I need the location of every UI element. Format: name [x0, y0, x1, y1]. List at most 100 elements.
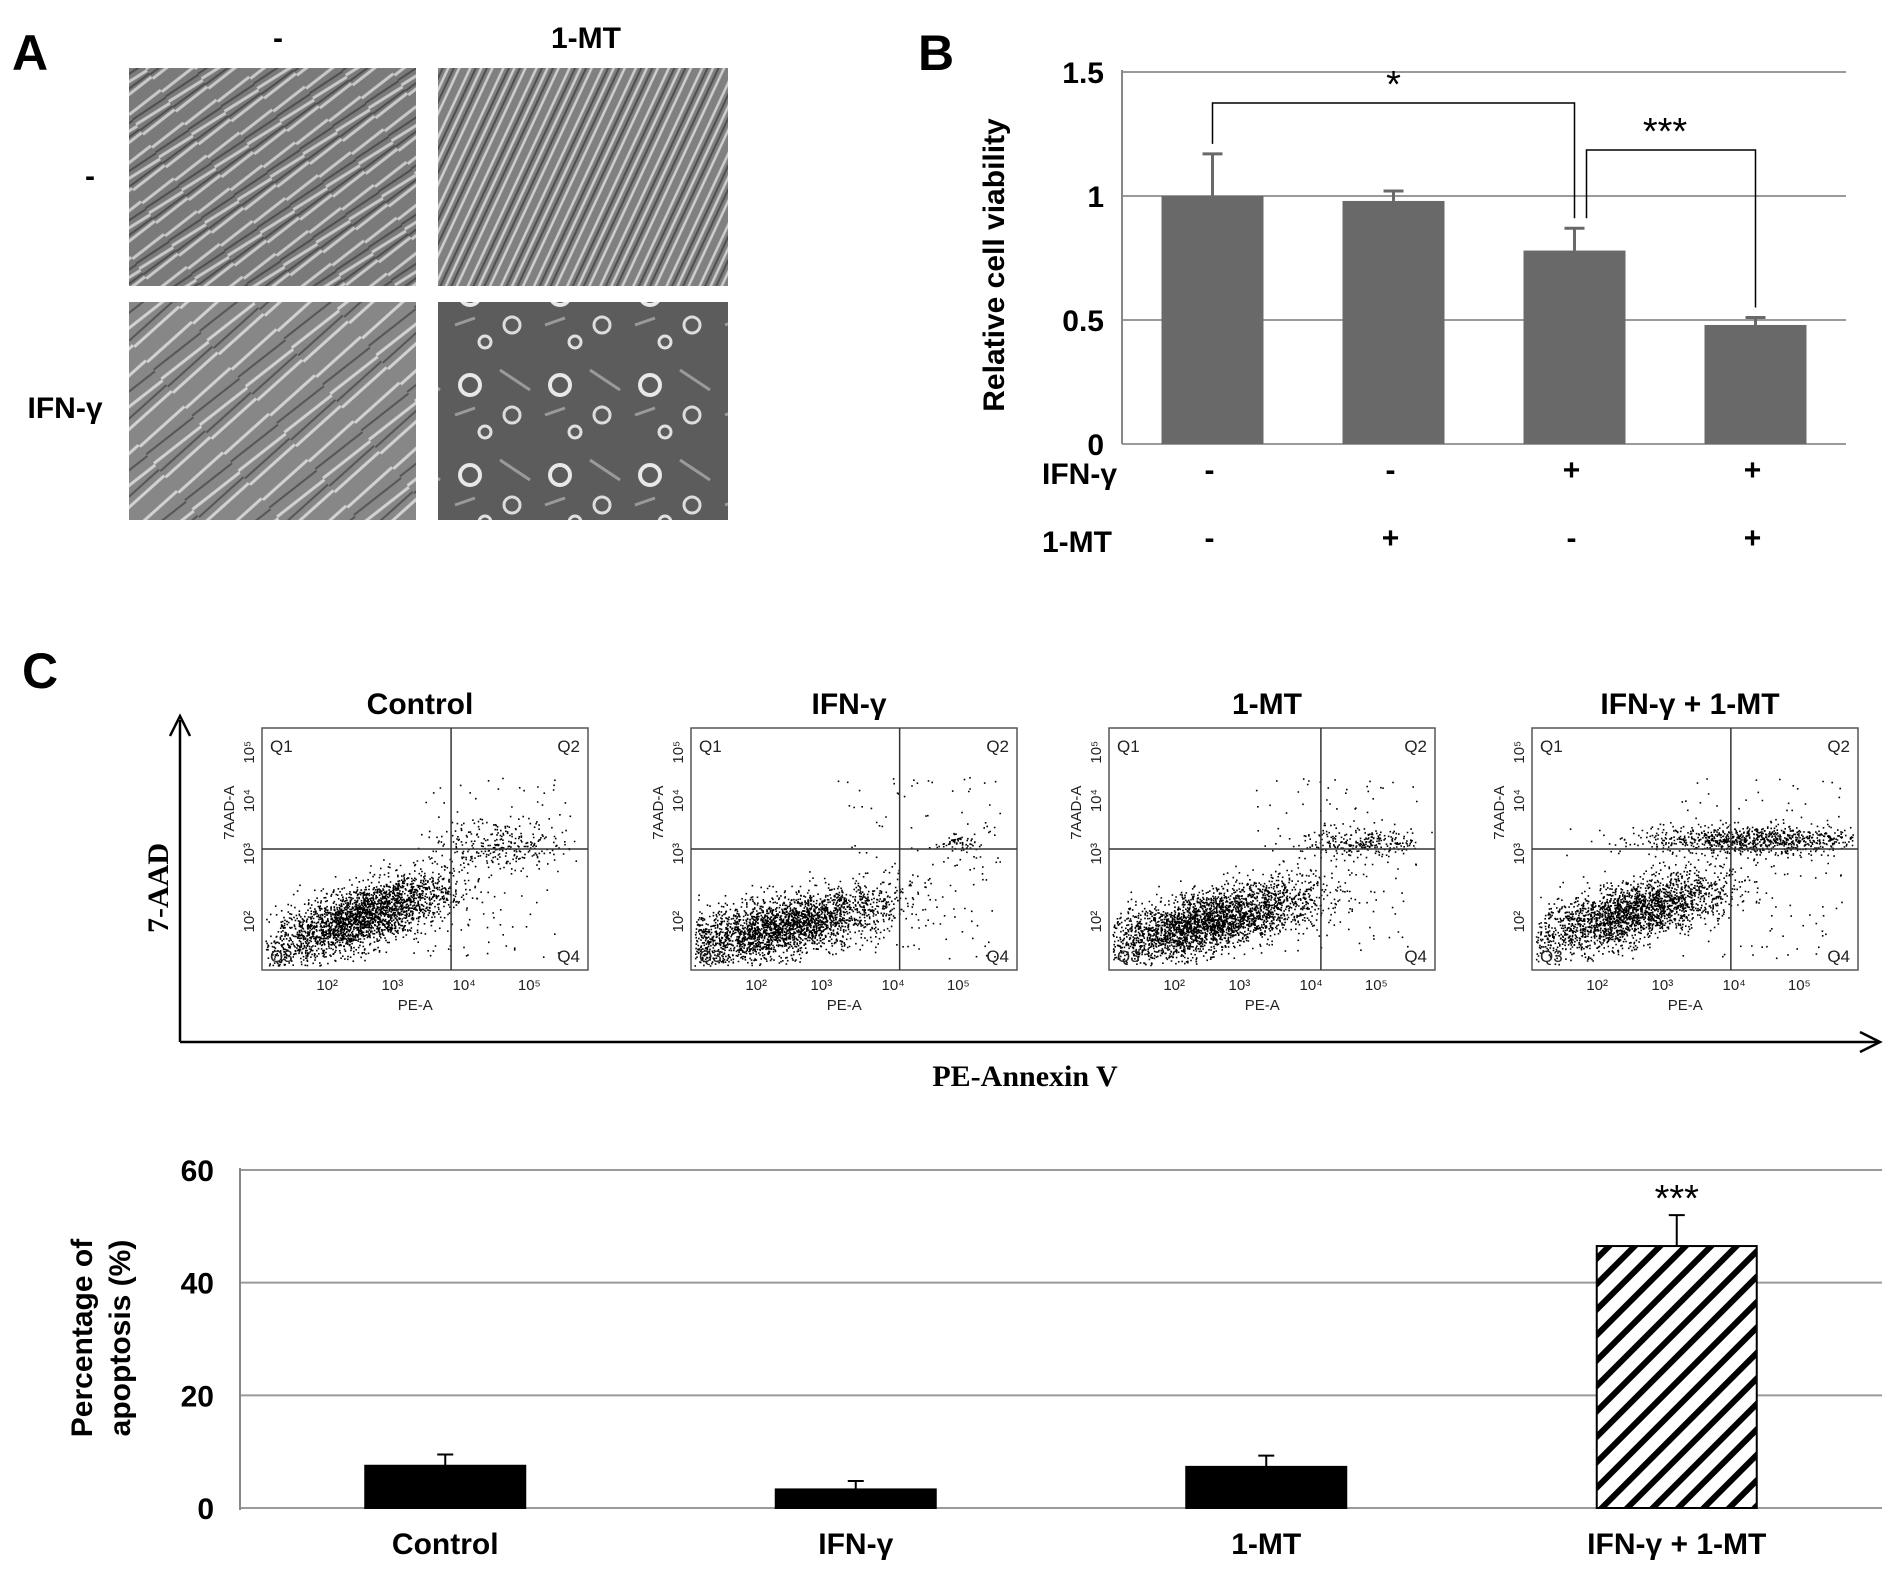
y-tick-label: 40: [181, 1268, 214, 1301]
flow-y-tick: 10²: [241, 911, 258, 933]
flow-inner-y-label: 7AAD-A: [650, 786, 667, 840]
flow-x-tick: 10⁴: [1300, 977, 1323, 994]
flow-y-axis-label: 7-AAD: [142, 843, 175, 933]
flow-x-axis-label: PE-Annexin V: [932, 1060, 1118, 1093]
flow-events: [1535, 778, 1854, 966]
flow-plot: IFN-γ + 1-MT Q1 Q2 Q3 Q4 10² 10³ 10⁴ 10⁵ PE-A 10² 1…: [1491, 688, 1859, 1014]
flow-y-tick: 10⁵: [241, 741, 258, 764]
significance-bracket: [1211, 102, 1576, 219]
flow-y-tick: 10³: [1088, 843, 1105, 865]
flow-inner-y-label: 7AAD-A: [1491, 786, 1508, 840]
flow-plot: 1-MT Q1 Q2 Q3 Q4 10² 10³ 10⁴ 10⁵ PE-A 10² 10³ 10⁴ 10⁵…: [1068, 688, 1436, 1014]
flow-x-tick: 10⁴: [453, 977, 476, 994]
viability-bar: [1523, 250, 1626, 444]
y-tick-label: 60: [181, 1155, 214, 1188]
flow-x-tick: 10⁵: [518, 977, 541, 994]
flow-y-tick: 10⁴: [1511, 789, 1528, 812]
x-tick-label: IFN-γ + 1-MT: [1587, 1528, 1766, 1561]
flow-x-tick: 10⁵: [947, 977, 970, 994]
quadrant-label: Q4: [557, 947, 580, 966]
panel-label-a: A: [12, 25, 48, 81]
flow-y-tick: 10³: [1511, 843, 1528, 865]
row-header-ifng: IFN-γ: [28, 392, 103, 425]
treatment-level: -: [1205, 522, 1215, 555]
quadrant-label: Q2: [557, 737, 580, 756]
quadrant-label: Q4: [1404, 947, 1427, 966]
quadrant-label: Q1: [1540, 737, 1563, 756]
micrograph-ifng-1mt: [438, 302, 728, 520]
apoptosis-y-label-line1: Percentage of: [66, 1238, 99, 1437]
flow-plot: IFN-γ Q1 Q2 Q3 Q4 10² 10³ 10⁴ 10⁵ PE-A 10² 10³ 10⁴ 10…: [650, 688, 1018, 1014]
significance-label: ***: [1643, 111, 1688, 153]
flow-x-tick: 10²: [316, 977, 338, 994]
flow-y-tick: 10²: [1088, 911, 1105, 933]
quadrant-label: Q1: [1117, 737, 1140, 756]
flow-events: [694, 777, 1001, 967]
treatment-level: +: [1382, 522, 1400, 555]
quadrant-label: Q2: [1827, 737, 1850, 756]
panel-b-bars: [1161, 152, 1807, 444]
flow-x-tick: 10²: [1586, 977, 1608, 994]
x-tick-label: 1-MT: [1231, 1528, 1301, 1561]
apoptosis-y-label-line2: apoptosis (%): [104, 1240, 137, 1437]
row-header-untreated: -: [85, 160, 95, 193]
flow-inner-x-label: PE-A: [827, 997, 862, 1014]
y-tick-label: 0: [1087, 429, 1104, 462]
micrograph-1mt: [438, 68, 728, 286]
quadrant-label: Q2: [986, 737, 1009, 756]
flow-x-tick: 10⁵: [1365, 977, 1388, 994]
panel-b-treatment-table: IFN-γ - - + +1-MT - + - +: [1042, 454, 1761, 559]
treatment-level: -: [1386, 454, 1396, 487]
treatment-level: -: [1567, 522, 1577, 555]
flow-x-tick: 10²: [1163, 977, 1185, 994]
flow-y-tick: 10⁵: [1511, 741, 1528, 764]
y-tick-label: 20: [181, 1380, 214, 1413]
flow-plot: Control Q1 Q2 Q3 Q4 10² 10³ 10⁴ 10⁵ PE-A 10² 10³ 10⁴…: [221, 688, 589, 1014]
flow-y-tick: 10³: [670, 843, 687, 865]
flow-inner-x-label: PE-A: [1245, 997, 1280, 1014]
panel-b: B Relative cell viability 00.511.5 **** …: [918, 25, 1846, 559]
flow-y-tick: 10²: [1511, 911, 1528, 933]
y-tick-label: 0.5: [1062, 305, 1104, 338]
treatment-level: +: [1744, 454, 1762, 487]
y-tick-label: 1: [1087, 181, 1104, 214]
flow-inner-y-label: 7AAD-A: [221, 786, 238, 840]
quadrant-label: Q3: [270, 947, 293, 966]
apoptosis-bar: [774, 1488, 937, 1510]
flow-events: [1112, 778, 1433, 967]
y-tick-label: 0: [197, 1493, 214, 1526]
treatment-name: 1-MT: [1042, 526, 1112, 559]
flow-plot-title: 1-MT: [1232, 688, 1302, 721]
flow-x-tick: 10²: [745, 977, 767, 994]
quadrant-label: Q3: [1540, 947, 1563, 966]
flow-x-tick: 10³: [1229, 977, 1251, 994]
quadrant-label: Q3: [699, 947, 722, 966]
flow-inner-y-label: 7AAD-A: [1068, 786, 1085, 840]
treatment-level: +: [1563, 454, 1581, 487]
viability-bar: [1161, 196, 1264, 444]
flow-x-tick: 10⁴: [882, 977, 905, 994]
significance-bracket: [1585, 149, 1757, 308]
treatment-level: +: [1744, 522, 1762, 555]
panel-b-significance: ****: [1211, 64, 1757, 308]
apoptosis-y-ticks: 0 20 40 60: [181, 1155, 214, 1526]
quadrant-label: Q3: [1117, 947, 1140, 966]
flow-x-tick: 10⁵: [1788, 977, 1811, 994]
apoptosis-bar: [1595, 1245, 1758, 1510]
col-header-untreated: -: [273, 22, 283, 55]
panel-b-y-axis-label: Relative cell viability: [978, 118, 1011, 412]
apoptosis-bars: ***: [364, 1178, 1758, 1510]
y-tick-label: 1.5: [1062, 57, 1104, 90]
quadrant-label: Q4: [1827, 947, 1850, 966]
flow-plot-title: IFN-γ: [812, 688, 887, 721]
apoptosis-bar: [364, 1464, 527, 1509]
significance-label: *: [1386, 64, 1401, 106]
flow-y-tick: 10⁵: [670, 741, 687, 764]
panel-a: A - 1-MT - IFN-γ: [12, 22, 728, 520]
flow-plot-title: IFN-γ + 1-MT: [1600, 688, 1779, 721]
panel-label-c: C: [22, 643, 58, 699]
flow-y-arrowhead-icon: [168, 713, 192, 737]
